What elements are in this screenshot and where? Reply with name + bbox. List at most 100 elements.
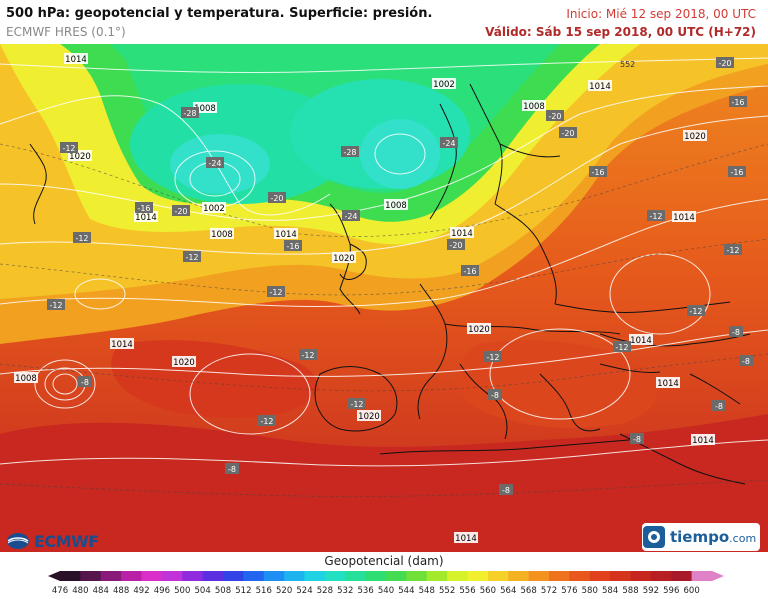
svg-text:-12: -12	[649, 212, 662, 221]
temp-label: -16	[728, 166, 746, 177]
svg-text:-20: -20	[561, 129, 574, 138]
temp-label: -8	[739, 355, 753, 366]
temp-label: -24	[206, 157, 224, 168]
pressure-label: 1020	[68, 150, 92, 162]
valid-time: Válido: Sáb 15 sep 2018, 00 UTC (H+72)	[485, 25, 756, 39]
temp-label: -8	[488, 389, 502, 400]
legend-tick-label: 524	[296, 586, 312, 596]
svg-text:-8: -8	[81, 378, 89, 387]
svg-text:-8: -8	[491, 391, 499, 400]
legend-tick-label: 600	[684, 586, 700, 596]
svg-text:1008: 1008	[15, 374, 37, 384]
legend-tick-label: 536	[358, 586, 374, 596]
svg-text:-8: -8	[715, 402, 723, 411]
svg-text:-12: -12	[726, 246, 739, 255]
legend-arrow-right	[712, 571, 724, 581]
temp-label: -28	[181, 107, 199, 118]
pressure-label: 1014	[656, 377, 680, 389]
legend-swatch	[528, 571, 550, 581]
weather-map: 1014 1008 1002 1008 1002 1014 1020 1014 …	[0, 44, 768, 552]
svg-text:-12: -12	[49, 301, 62, 310]
init-time: Inicio: Mié 12 sep 2018, 00 UTC	[566, 7, 756, 21]
svg-text:-12: -12	[486, 353, 499, 362]
svg-text:-20: -20	[718, 59, 731, 68]
legend-swatch	[549, 571, 570, 581]
legend-tick-label: 516	[256, 586, 272, 596]
temp-label: -12	[73, 232, 91, 243]
temp-label: -12	[47, 299, 65, 310]
svg-text:1014: 1014	[657, 379, 679, 389]
pressure-labels: 1014 1008 1002 1008 1002 1014 1020 1014 …	[14, 53, 715, 544]
svg-text:-20: -20	[449, 241, 462, 250]
temp-label: -20	[716, 57, 734, 68]
svg-text:1002: 1002	[433, 80, 455, 90]
legend-swatch	[60, 571, 81, 581]
legend-tick-label: 548	[419, 586, 435, 596]
legend-swatch	[487, 571, 509, 581]
legend-tick-label: 492	[133, 586, 149, 596]
svg-text:-24: -24	[344, 212, 357, 221]
pressure-label: 1020	[332, 252, 356, 264]
legend-tick-label: 564	[500, 586, 516, 596]
map-svg: 1014 1008 1002 1008 1002 1014 1020 1014 …	[0, 44, 768, 552]
legend-swatch	[569, 571, 591, 581]
ecmwf-globe-icon	[7, 533, 29, 549]
model-name: ECMWF HRES (0.1°)	[6, 25, 126, 39]
ecmwf-logo: ECMWF	[6, 531, 99, 551]
legend-swatch	[161, 571, 183, 581]
svg-text:1020: 1020	[358, 412, 380, 422]
isotherms	[0, 143, 768, 497]
legend-tick-label: 592	[643, 586, 659, 596]
legend-swatch	[223, 571, 244, 581]
legend-swatch	[610, 571, 631, 581]
legend-tick-label: 500	[174, 586, 190, 596]
legend-tick-label: 552	[439, 586, 455, 596]
legend-swatch	[202, 571, 224, 581]
legend-swatch	[447, 571, 468, 581]
temp-label: -16	[729, 96, 747, 107]
temp-label: -16	[284, 240, 302, 251]
legend-tick-label: 484	[93, 586, 109, 596]
svg-text:1014: 1014	[630, 336, 652, 346]
legend-swatch	[589, 571, 611, 581]
pressure-label: 1008	[522, 100, 546, 112]
legend-swatch	[630, 571, 652, 581]
temp-label: -8	[712, 400, 726, 411]
pressure-label: 1002	[202, 202, 226, 214]
temp-label: -28	[341, 146, 359, 157]
pressure-label: 1020	[172, 356, 196, 368]
svg-text:-8: -8	[633, 435, 641, 444]
legend-swatch	[467, 571, 489, 581]
legend-swatch	[426, 571, 448, 581]
temp-label: -12	[348, 398, 366, 409]
svg-text:1014: 1014	[65, 55, 87, 65]
svg-text:1008: 1008	[211, 230, 233, 240]
temp-label: -12	[724, 244, 742, 255]
svg-text:1014: 1014	[589, 82, 611, 92]
legend-swatch	[182, 571, 204, 581]
legend-tick-label: 532	[337, 586, 353, 596]
svg-text:1014: 1014	[111, 340, 133, 350]
temp-label: -12	[267, 286, 285, 297]
svg-text:1014: 1014	[673, 213, 695, 223]
pressure-label: 1014	[629, 334, 653, 346]
svg-text:-8: -8	[228, 465, 236, 474]
legend-swatch	[304, 571, 326, 581]
legend-tick-label: 596	[663, 586, 679, 596]
legend-tick-label: 556	[459, 586, 475, 596]
legend-swatch	[406, 571, 428, 581]
temp-label: -20	[447, 239, 465, 250]
svg-text:-16: -16	[137, 204, 150, 213]
legend-tick-label: 580	[582, 586, 598, 596]
temp-label: -20	[172, 205, 190, 216]
legend-tick-label: 512	[235, 586, 251, 596]
legend-tick-label: 528	[317, 586, 333, 596]
temp-label: -12	[687, 305, 705, 316]
svg-text:-24: -24	[208, 159, 221, 168]
legend-tick-label: 520	[276, 586, 292, 596]
legend-swatch	[80, 571, 102, 581]
legend-swatch	[691, 571, 713, 581]
legend-swatch	[263, 571, 285, 581]
svg-text:-12: -12	[269, 288, 282, 297]
legend-tick-label: 560	[480, 586, 496, 596]
